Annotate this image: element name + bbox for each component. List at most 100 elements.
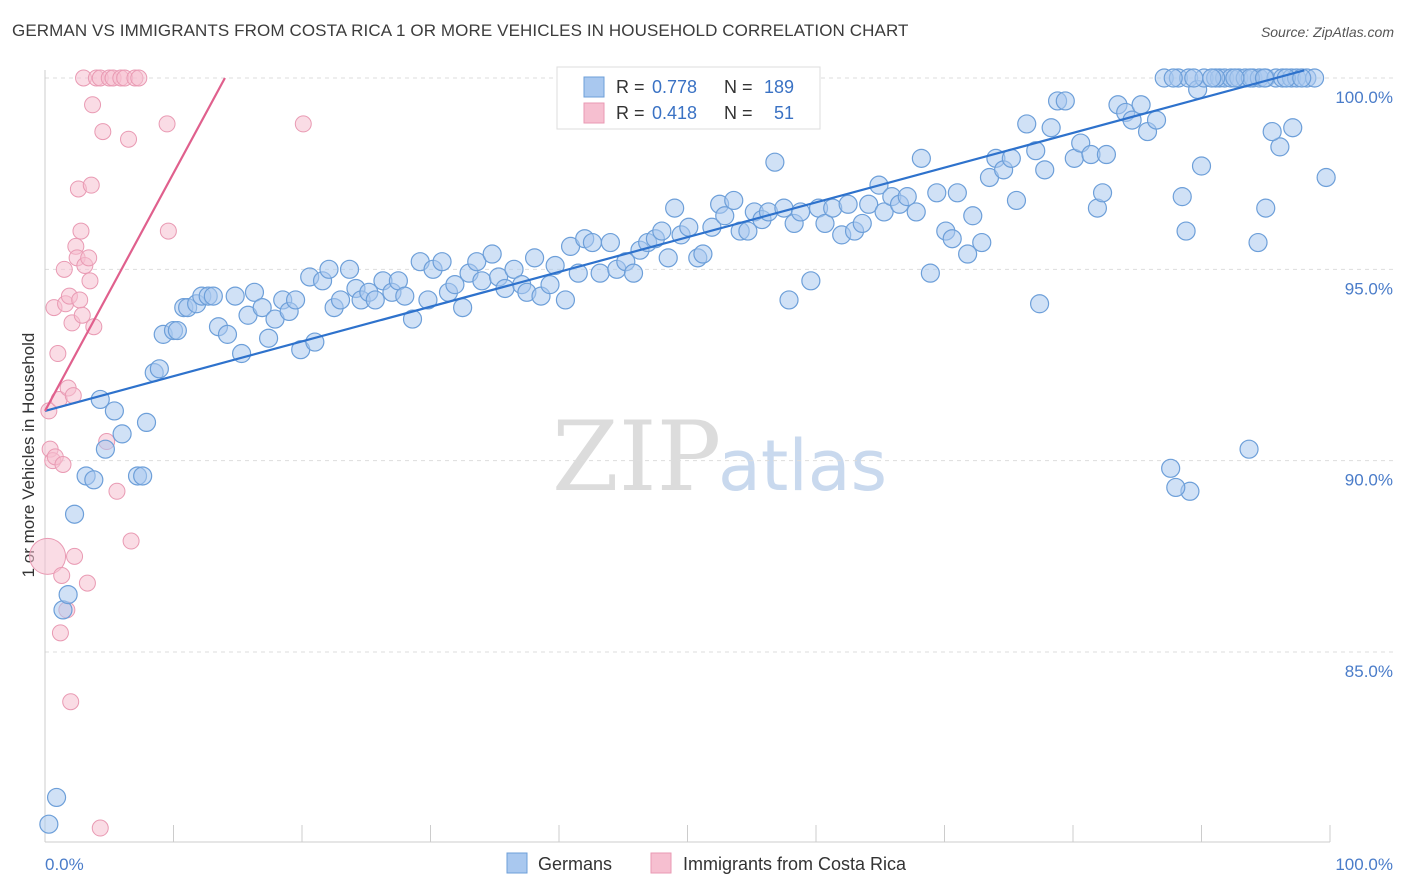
germans-point (365, 290, 385, 310)
germans-point (524, 248, 545, 268)
series-germans-points (39, 68, 1336, 834)
germans-point (1131, 95, 1151, 115)
germans-point (453, 298, 473, 318)
germans-point (244, 282, 265, 302)
germans-point (472, 271, 492, 291)
germans-point (1256, 198, 1276, 218)
germans-point (652, 221, 672, 241)
germans-point (1202, 68, 1222, 88)
germans-point (149, 359, 169, 379)
germans-point (1041, 118, 1061, 138)
costa-rica-point (84, 96, 102, 114)
germans-point (58, 584, 78, 605)
germans-point (920, 263, 940, 283)
costa-rica-point (55, 260, 73, 278)
germans-point (874, 202, 894, 222)
y-axis-label: 1 or more Vehicles in Household (19, 333, 38, 578)
axes (44, 70, 1331, 843)
germans-point (779, 290, 799, 310)
germans-point (39, 814, 59, 834)
legend-r-label-germans: R = (616, 77, 645, 97)
costa-rica-point (130, 69, 148, 87)
germans-point (395, 286, 415, 306)
germans-point (104, 401, 124, 421)
germans-point (482, 244, 502, 264)
germans-point (1035, 160, 1055, 180)
germans-point (136, 412, 157, 432)
germans-point (1239, 439, 1259, 459)
x-tick-label-0: 0.0% (45, 855, 84, 874)
germans-point (217, 324, 238, 344)
legend-n-value-costa-rica: 51 (774, 103, 794, 123)
germans-point (738, 221, 758, 241)
legend-r-value-germans: 0.778 (652, 77, 697, 97)
trend-lines (44, 69, 1305, 412)
costa-rica-point (122, 532, 140, 550)
bottom-legend-label-germans: Germans (538, 854, 612, 874)
germans-point (1176, 221, 1196, 241)
germans-point (1283, 118, 1303, 138)
legend-r-label-costa-rica: R = (616, 103, 645, 123)
germans-point (906, 202, 926, 222)
germans-point (582, 232, 603, 253)
germans-point (852, 213, 872, 234)
germans-point (1184, 68, 1204, 88)
costa-rica-point (294, 115, 312, 133)
costa-rica-point (53, 566, 71, 584)
germans-point (958, 244, 978, 264)
legend-swatch-costa-rica (583, 102, 605, 124)
costa-rica-trend-line (44, 77, 226, 412)
costa-rica-point (71, 291, 89, 309)
germans-point (225, 286, 245, 306)
costa-rica-point (159, 222, 177, 240)
germans-point (112, 424, 132, 444)
germans-point (1225, 68, 1245, 88)
germans-point (724, 190, 744, 211)
legend-n-value-germans: 189 (764, 77, 794, 97)
legend-r-value-costa-rica: 0.418 (652, 103, 697, 123)
costa-rica-point (81, 272, 99, 290)
germans-point (330, 290, 351, 310)
costa-rica-point (49, 345, 67, 363)
bottom-legend-swatch-costa-rica (650, 852, 672, 874)
costa-rica-point (62, 693, 80, 711)
germans-point (1006, 190, 1027, 211)
legend-swatch-germans (583, 76, 605, 98)
germans-point (445, 275, 465, 295)
germans-point (1161, 458, 1181, 478)
germans-point (590, 263, 610, 283)
series-legend: Germans Immigrants from Costa Rica (506, 852, 907, 874)
costa-rica-point (80, 249, 98, 267)
germans-point (715, 206, 735, 226)
germans-point (167, 320, 187, 341)
germans-point (679, 217, 699, 237)
germans-point (46, 787, 67, 808)
germans-point (942, 229, 962, 249)
germans-point (1055, 91, 1075, 111)
germans-point (897, 187, 917, 207)
costa-rica-point (54, 455, 72, 473)
costa-rica-point (94, 123, 112, 141)
source-label: Source: ZipAtlas.com (1260, 24, 1394, 40)
germans-point (765, 152, 785, 172)
germans-point (1270, 137, 1290, 157)
germans-point (1191, 156, 1212, 176)
legend-n-label-germans: N = (724, 77, 753, 97)
germans-point (339, 259, 360, 279)
germans-point (252, 298, 272, 318)
germans-point (1254, 68, 1275, 88)
series-costa-rica-points (29, 69, 312, 837)
germans-point (418, 290, 438, 310)
germans-point (1146, 110, 1167, 130)
germans-point (1166, 477, 1186, 498)
germans-point (64, 504, 85, 524)
germans-point (1026, 141, 1046, 161)
germans-point (1316, 167, 1336, 188)
germans-point (623, 263, 644, 283)
bottom-legend-swatch-germans (506, 852, 528, 874)
germans-point (947, 183, 967, 203)
germans-point (927, 183, 947, 203)
germans-point (693, 244, 713, 264)
germans-point (432, 252, 452, 272)
